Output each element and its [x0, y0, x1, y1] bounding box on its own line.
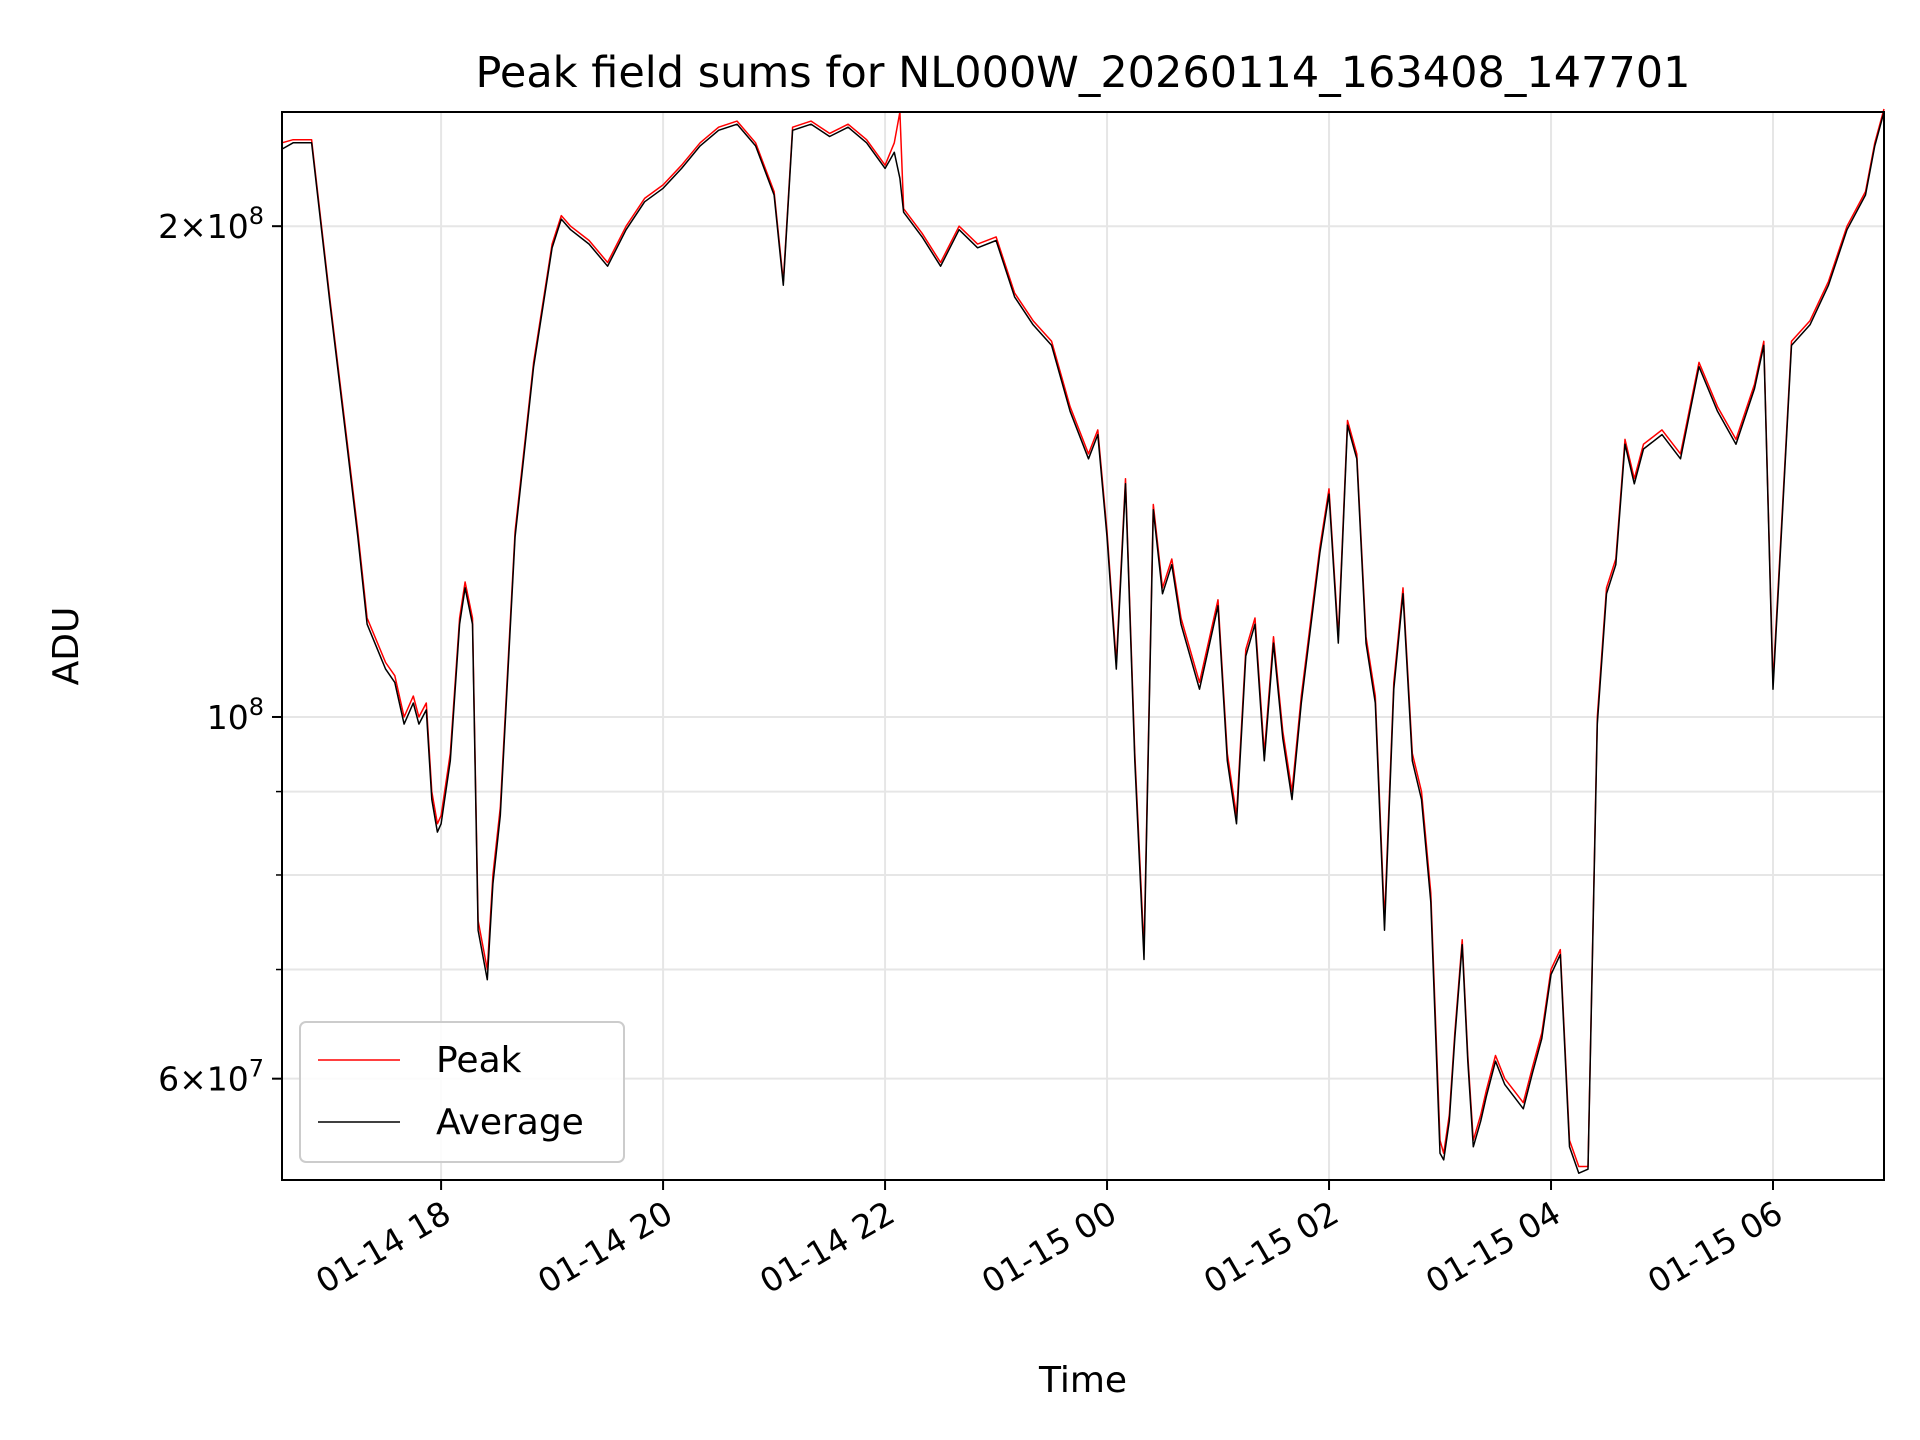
y-axis: 6×107 108 2×108: [158, 202, 282, 1099]
y-tick-label: 2×108: [158, 202, 264, 246]
x-axis-label: Time: [1038, 1360, 1127, 1401]
y-tick-label: 108: [207, 693, 264, 737]
chart-title: Peak field sums for NL000W_20260114_1634…: [475, 48, 1690, 98]
grid: [282, 112, 1884, 1180]
legend-label-peak: Peak: [436, 1040, 522, 1081]
legend: Peak Average: [299, 1021, 625, 1163]
y-tick-label: 6×107: [158, 1055, 264, 1099]
legend-label-average: Average: [436, 1102, 584, 1143]
series-layer: [281, 108, 1885, 1174]
plot-frame: [281, 111, 1885, 1181]
y-axis-label: ADU: [46, 607, 87, 686]
legend-box: [299, 1021, 625, 1163]
series-line-average: [281, 111, 1885, 1174]
